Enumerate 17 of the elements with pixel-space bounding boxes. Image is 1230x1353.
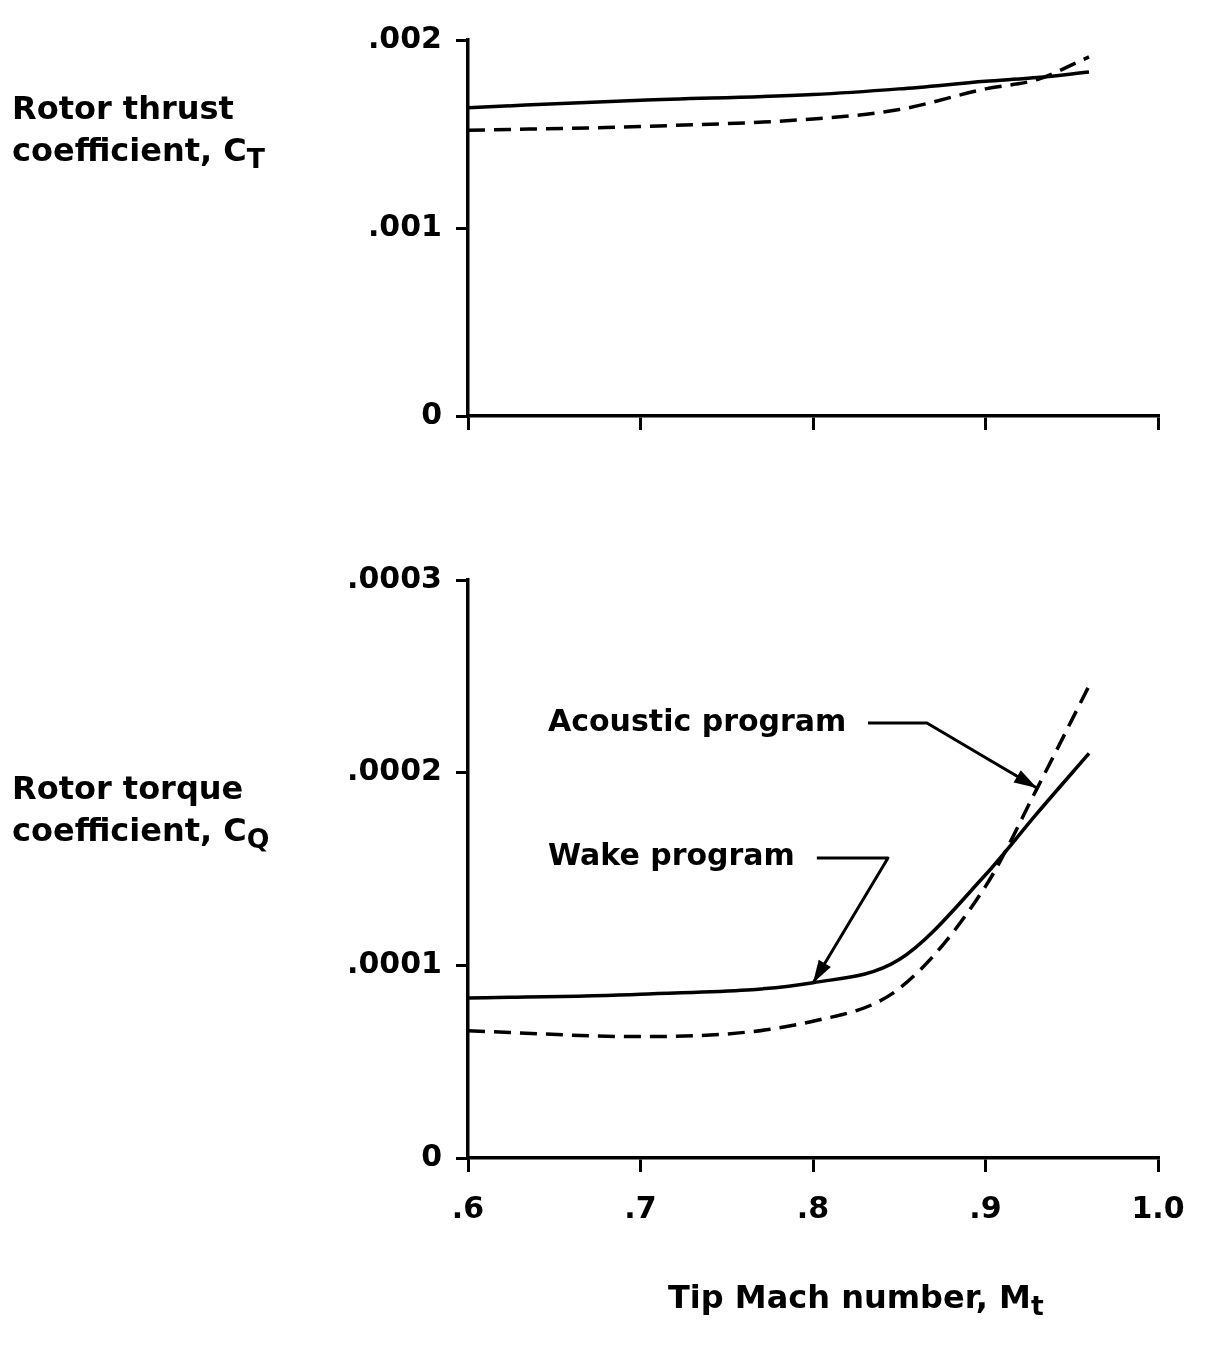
x-tick-label: .7 (624, 1189, 657, 1225)
y-tick-label: .002 (367, 19, 442, 55)
x-tick-label: 1.0 (1131, 1189, 1185, 1225)
y-tick-label: .0002 (347, 752, 442, 788)
x-tick-label: .8 (796, 1189, 830, 1225)
y-axis-title: Rotor torque coefficient, C$_{Q}$ (12, 768, 271, 856)
y-tick-label: .0003 (347, 559, 442, 595)
annotation: Wake program (548, 837, 795, 873)
y-tick-label: 0 (421, 1137, 442, 1173)
x-tick-label: .6 (451, 1189, 485, 1225)
x-axis-title: Tip Mach number, M$_{t}$ (668, 1278, 1044, 1322)
y-tick-label: .0001 (347, 945, 442, 981)
annotation: Acoustic program (548, 702, 847, 738)
x-tick-label: .9 (969, 1189, 1002, 1225)
y-tick-label: 0 (421, 395, 442, 431)
y-axis-title: Rotor thrust coefficient, C$_{T}$ (12, 88, 267, 176)
y-tick-label: .001 (367, 207, 442, 243)
